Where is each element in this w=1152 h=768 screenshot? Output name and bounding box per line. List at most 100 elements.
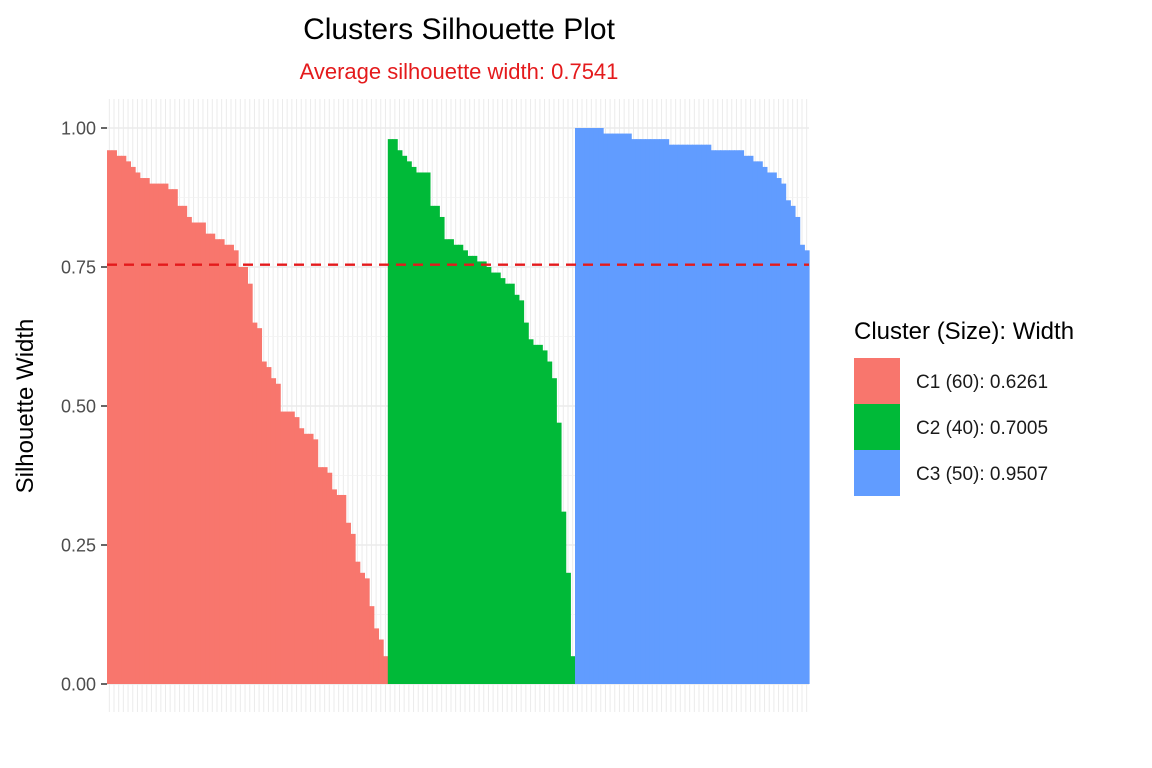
silhouette-bar [710,150,716,685]
legend-key [854,404,900,450]
silhouette-bar [738,150,745,685]
silhouette-bar [383,656,389,684]
silhouette-bar [654,139,660,684]
silhouette-bar [177,205,183,684]
silhouette-bar [392,139,398,684]
legend: Cluster (Size): Width C1 (60): 0.6261 C2 … [854,318,1074,496]
silhouette-bar [771,172,777,685]
silhouette-bar [467,255,473,684]
silhouette-bar [233,250,239,684]
silhouette-bar [780,183,787,684]
silhouette-bar [378,639,384,684]
silhouette-bar [663,139,670,684]
silhouette-bar [794,216,801,684]
silhouette-bar [369,606,375,684]
silhouette-bar [355,561,361,684]
silhouette-bar [252,322,258,684]
silhouette-bar [298,428,305,684]
y-tick-label: 1.00 [61,119,96,139]
silhouette-bar [799,244,805,684]
silhouette-bar [191,222,197,684]
silhouette-bar [397,150,403,685]
silhouette-bar [603,133,609,684]
silhouette-bar [757,161,763,685]
silhouette-bar [284,411,291,684]
silhouette-bar [139,178,146,685]
silhouette-bar [135,172,141,685]
silhouette-bar [677,144,684,684]
silhouette-bar [111,150,117,685]
silhouette-bar [242,267,248,684]
silhouette-bar [121,155,127,685]
chart-subtitle: Average silhouette width: 0.7541 [300,59,619,84]
silhouette-bar [209,233,216,684]
legend-key [854,358,900,404]
silhouette-bar [107,150,113,685]
silhouette-bar [687,144,693,684]
silhouette-bar [762,166,768,685]
y-axis: 0.00 0.25 0.50 0.75 1.00 [61,119,107,695]
silhouette-bar [570,656,576,684]
silhouette-bar [589,128,595,684]
silhouette-bar [490,272,497,684]
silhouette-bar [804,250,810,684]
silhouette-bar [509,283,515,684]
silhouette-bar [158,183,164,684]
silhouette-bar [617,133,623,684]
silhouette-bar [607,133,614,684]
silhouette-bar [116,155,122,685]
y-tick-label: 0.25 [61,536,96,556]
silhouette-bar [729,150,735,685]
silhouette-bar [256,328,263,684]
silhouette-bar [706,144,712,684]
silhouette-bar [645,139,651,684]
silhouette-bar [472,255,478,684]
silhouette-bar [635,139,642,684]
silhouette-bar [425,172,431,685]
silhouette-bar [626,133,632,684]
silhouette-bar [350,533,356,684]
silhouette-bar [504,283,511,684]
silhouette-bar [631,139,637,684]
silhouette-bar [696,144,702,684]
silhouette-bar [462,250,468,684]
silhouette-bar [181,205,188,684]
silhouette-bar [486,267,492,684]
silhouette-bar [411,166,417,685]
silhouette-bar [219,239,225,684]
silhouette-bar [303,433,309,684]
silhouette-bar [280,411,286,684]
silhouette-bar [224,244,230,684]
silhouette-bar [495,272,501,684]
silhouette-bar [565,572,571,684]
silhouette-bar [668,144,674,684]
silhouette-bar [415,172,422,685]
silhouette-bar [673,144,679,684]
silhouette-bar [443,239,450,684]
silhouette-bar [163,183,169,684]
silhouette-bar [359,572,365,684]
y-tick-label: 0.50 [61,397,96,417]
silhouette-bar [734,150,740,685]
silhouette-bar [200,222,206,684]
silhouette-bar [790,205,796,684]
silhouette-bar [420,172,426,685]
silhouette-bar [153,183,160,684]
silhouette-bar [523,322,529,684]
silhouette-bar [448,239,454,684]
silhouette-bar [579,128,585,684]
silhouette-bar [766,172,773,685]
legend-key [854,450,900,496]
silhouette-bar [743,155,749,685]
silhouette-bar [167,189,174,684]
silhouette-bar [322,467,328,684]
silhouette-bar [542,350,548,684]
bars-group [107,128,810,685]
legend-label: C3 (50): 0.9507 [916,464,1048,485]
silhouette-bar [238,267,244,684]
silhouette-bar [560,511,567,684]
silhouette-bar [205,233,211,684]
silhouette-bar [724,150,731,685]
silhouette-bar [336,494,342,684]
